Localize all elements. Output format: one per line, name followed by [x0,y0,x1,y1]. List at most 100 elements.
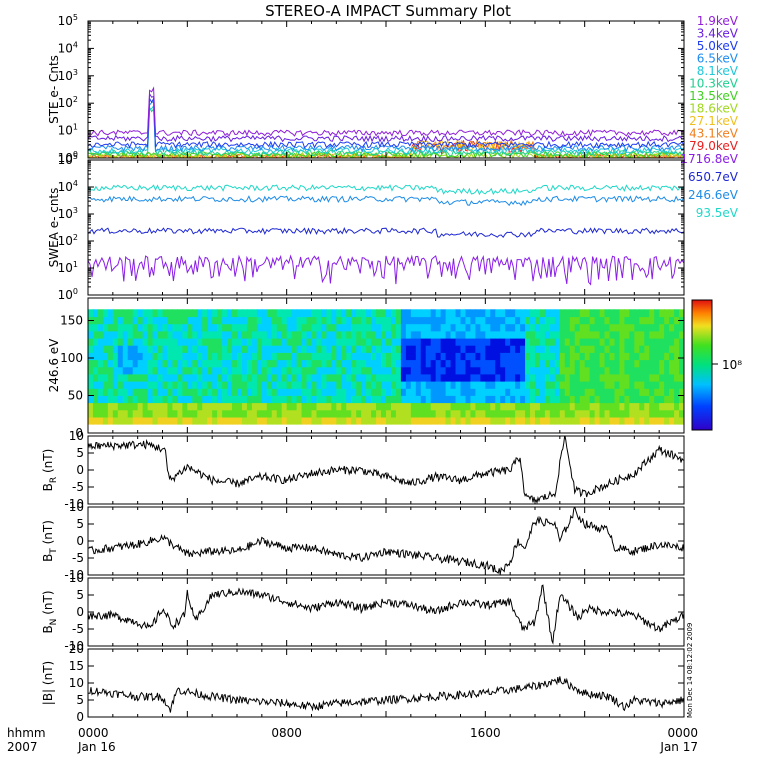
pad-cell [361,388,367,396]
pad-cell [535,373,541,382]
pad-cell [102,323,109,332]
pad-cell [197,352,203,361]
pad-cell [331,352,337,361]
pad-cell [420,366,427,375]
pad-cell [644,395,650,404]
pad-cell [549,395,556,404]
pad-cell [614,330,621,339]
pad-cell [321,359,327,368]
pad-cell [659,388,665,396]
pad-cell [157,330,164,339]
pad-cell [420,309,427,318]
pad-cell [137,309,144,318]
pad-cell [281,330,288,339]
pad-cell [515,359,521,368]
pad-cell [679,323,684,332]
pad-cell [445,373,452,382]
pad-cell [232,381,238,389]
pad-cell [410,345,417,353]
pad-cell [346,388,352,396]
pad-cell [495,359,501,368]
pad-cell [559,330,566,339]
pad-cell [286,337,293,346]
pad-cell [326,359,332,368]
pad-cell [639,309,645,318]
br-ylabel-sub: R [49,477,59,483]
pad-cell [589,309,596,318]
pad-cell [679,373,684,382]
pad-cell [147,316,154,325]
pad-cell [420,409,427,418]
pad-cell [246,388,253,396]
pad-cell [530,366,536,375]
pad-cell [405,402,412,411]
pad-cell [669,373,675,382]
pad-cell [122,416,129,425]
pad-cell [669,345,675,353]
pad-cell [435,359,442,368]
pad-cell [500,395,506,404]
pad-cell [256,309,263,318]
pad-cell [346,352,352,361]
pad-cell [564,345,571,353]
pad-cell [137,352,144,361]
pad-cell [554,359,561,368]
pad-cell [147,330,154,339]
swea-traces [88,184,684,286]
pad-cell [336,352,342,361]
pad-cell [579,395,586,404]
swea-legend-93.5eV: 93.5eV [696,206,739,220]
pad-cell [515,352,521,361]
pad-cell [455,309,462,318]
pad-cell [88,388,94,396]
pad-cell [579,373,586,382]
pad-cell [450,395,457,404]
pad-cell [669,309,675,318]
pad-cell [470,416,476,425]
pad-cell [440,323,447,332]
pad-cell [415,316,422,325]
pad-cell [381,381,387,389]
pad-cell [286,309,293,318]
pad-cell [604,316,611,325]
pad-cell [639,323,645,332]
br-ytick-label: 10 [69,429,84,443]
pad-cell [495,330,501,339]
pad-cell [137,409,144,418]
pad-cell [400,409,407,418]
pad-cell [336,373,342,382]
pad-cell [88,366,94,375]
ste-ylabel: STE e- Cnts [47,55,61,124]
pad-cell [162,381,169,389]
pad-cell [604,388,611,396]
pad-cell [212,409,218,418]
pad-cell [475,416,481,425]
pad-cell [589,395,596,404]
pad-cell [371,330,377,339]
bn-trace [88,584,684,645]
pad-cell [261,352,268,361]
pad-cell [177,316,183,325]
pad-cell [321,409,327,418]
pad-cell [445,345,452,353]
pad-cell [525,366,531,375]
pad-cell [142,345,149,353]
pad-cell [400,381,407,389]
pad-cell [291,359,298,368]
pad-cell [321,309,327,318]
pad-cell [490,359,496,368]
pad-cell [331,316,337,325]
pad-cell [455,388,462,396]
pad-cell [177,366,183,375]
pad-cell [465,381,472,389]
pad-cell [271,395,278,404]
pad-cell [212,330,218,339]
pad-cell [187,366,193,375]
pad-cell [182,395,188,404]
pad-cell [127,359,134,368]
pad-cell [679,366,684,375]
pad-cell [97,309,104,318]
pad-cell [455,330,462,339]
pad-cell [405,388,412,396]
pad-cell [480,381,486,389]
